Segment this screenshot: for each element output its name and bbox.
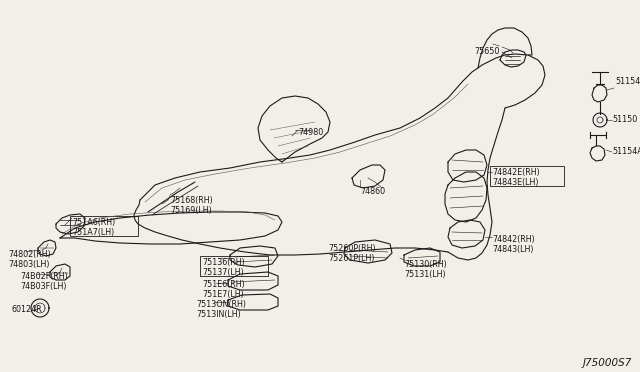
Text: 751E6(RH): 751E6(RH) [202, 280, 244, 289]
Text: 75169(LH): 75169(LH) [170, 206, 212, 215]
Text: 75261P(LH): 75261P(LH) [328, 254, 374, 263]
Text: 75137(LH): 75137(LH) [202, 268, 244, 277]
Text: 60124R: 60124R [12, 305, 43, 314]
Text: 751A7(LH): 751A7(LH) [72, 228, 115, 237]
Text: 74843(LH): 74843(LH) [492, 245, 534, 254]
Text: 751E7(LH): 751E7(LH) [202, 290, 244, 299]
Text: 74842E(RH): 74842E(RH) [492, 168, 540, 177]
Text: 75168(RH): 75168(RH) [170, 196, 212, 205]
Text: 75131(LH): 75131(LH) [404, 270, 445, 279]
Text: 51154A: 51154A [612, 148, 640, 157]
Text: 75136(RH): 75136(RH) [202, 258, 244, 267]
Text: 751A6(RH): 751A6(RH) [72, 218, 115, 227]
Text: 74842(RH): 74842(RH) [492, 235, 535, 244]
Text: 74843E(LH): 74843E(LH) [492, 178, 538, 187]
Text: 51154A: 51154A [615, 77, 640, 87]
Text: 7513IN(LH): 7513IN(LH) [196, 310, 241, 319]
Text: 74B02F(RH): 74B02F(RH) [20, 272, 68, 281]
Text: 74980: 74980 [298, 128, 323, 137]
Text: 7513ON(RH): 7513ON(RH) [196, 300, 246, 309]
Text: J75000S7: J75000S7 [582, 358, 632, 368]
Text: 74803(LH): 74803(LH) [8, 260, 49, 269]
Text: 74860: 74860 [360, 187, 385, 196]
Text: 75130(RH): 75130(RH) [404, 260, 447, 269]
Text: 75260P(RH): 75260P(RH) [328, 244, 376, 253]
Text: 75650: 75650 [475, 48, 500, 57]
Text: 74802(RH): 74802(RH) [8, 250, 51, 259]
Text: 51150: 51150 [612, 115, 637, 125]
Text: 74B03F(LH): 74B03F(LH) [20, 282, 67, 291]
